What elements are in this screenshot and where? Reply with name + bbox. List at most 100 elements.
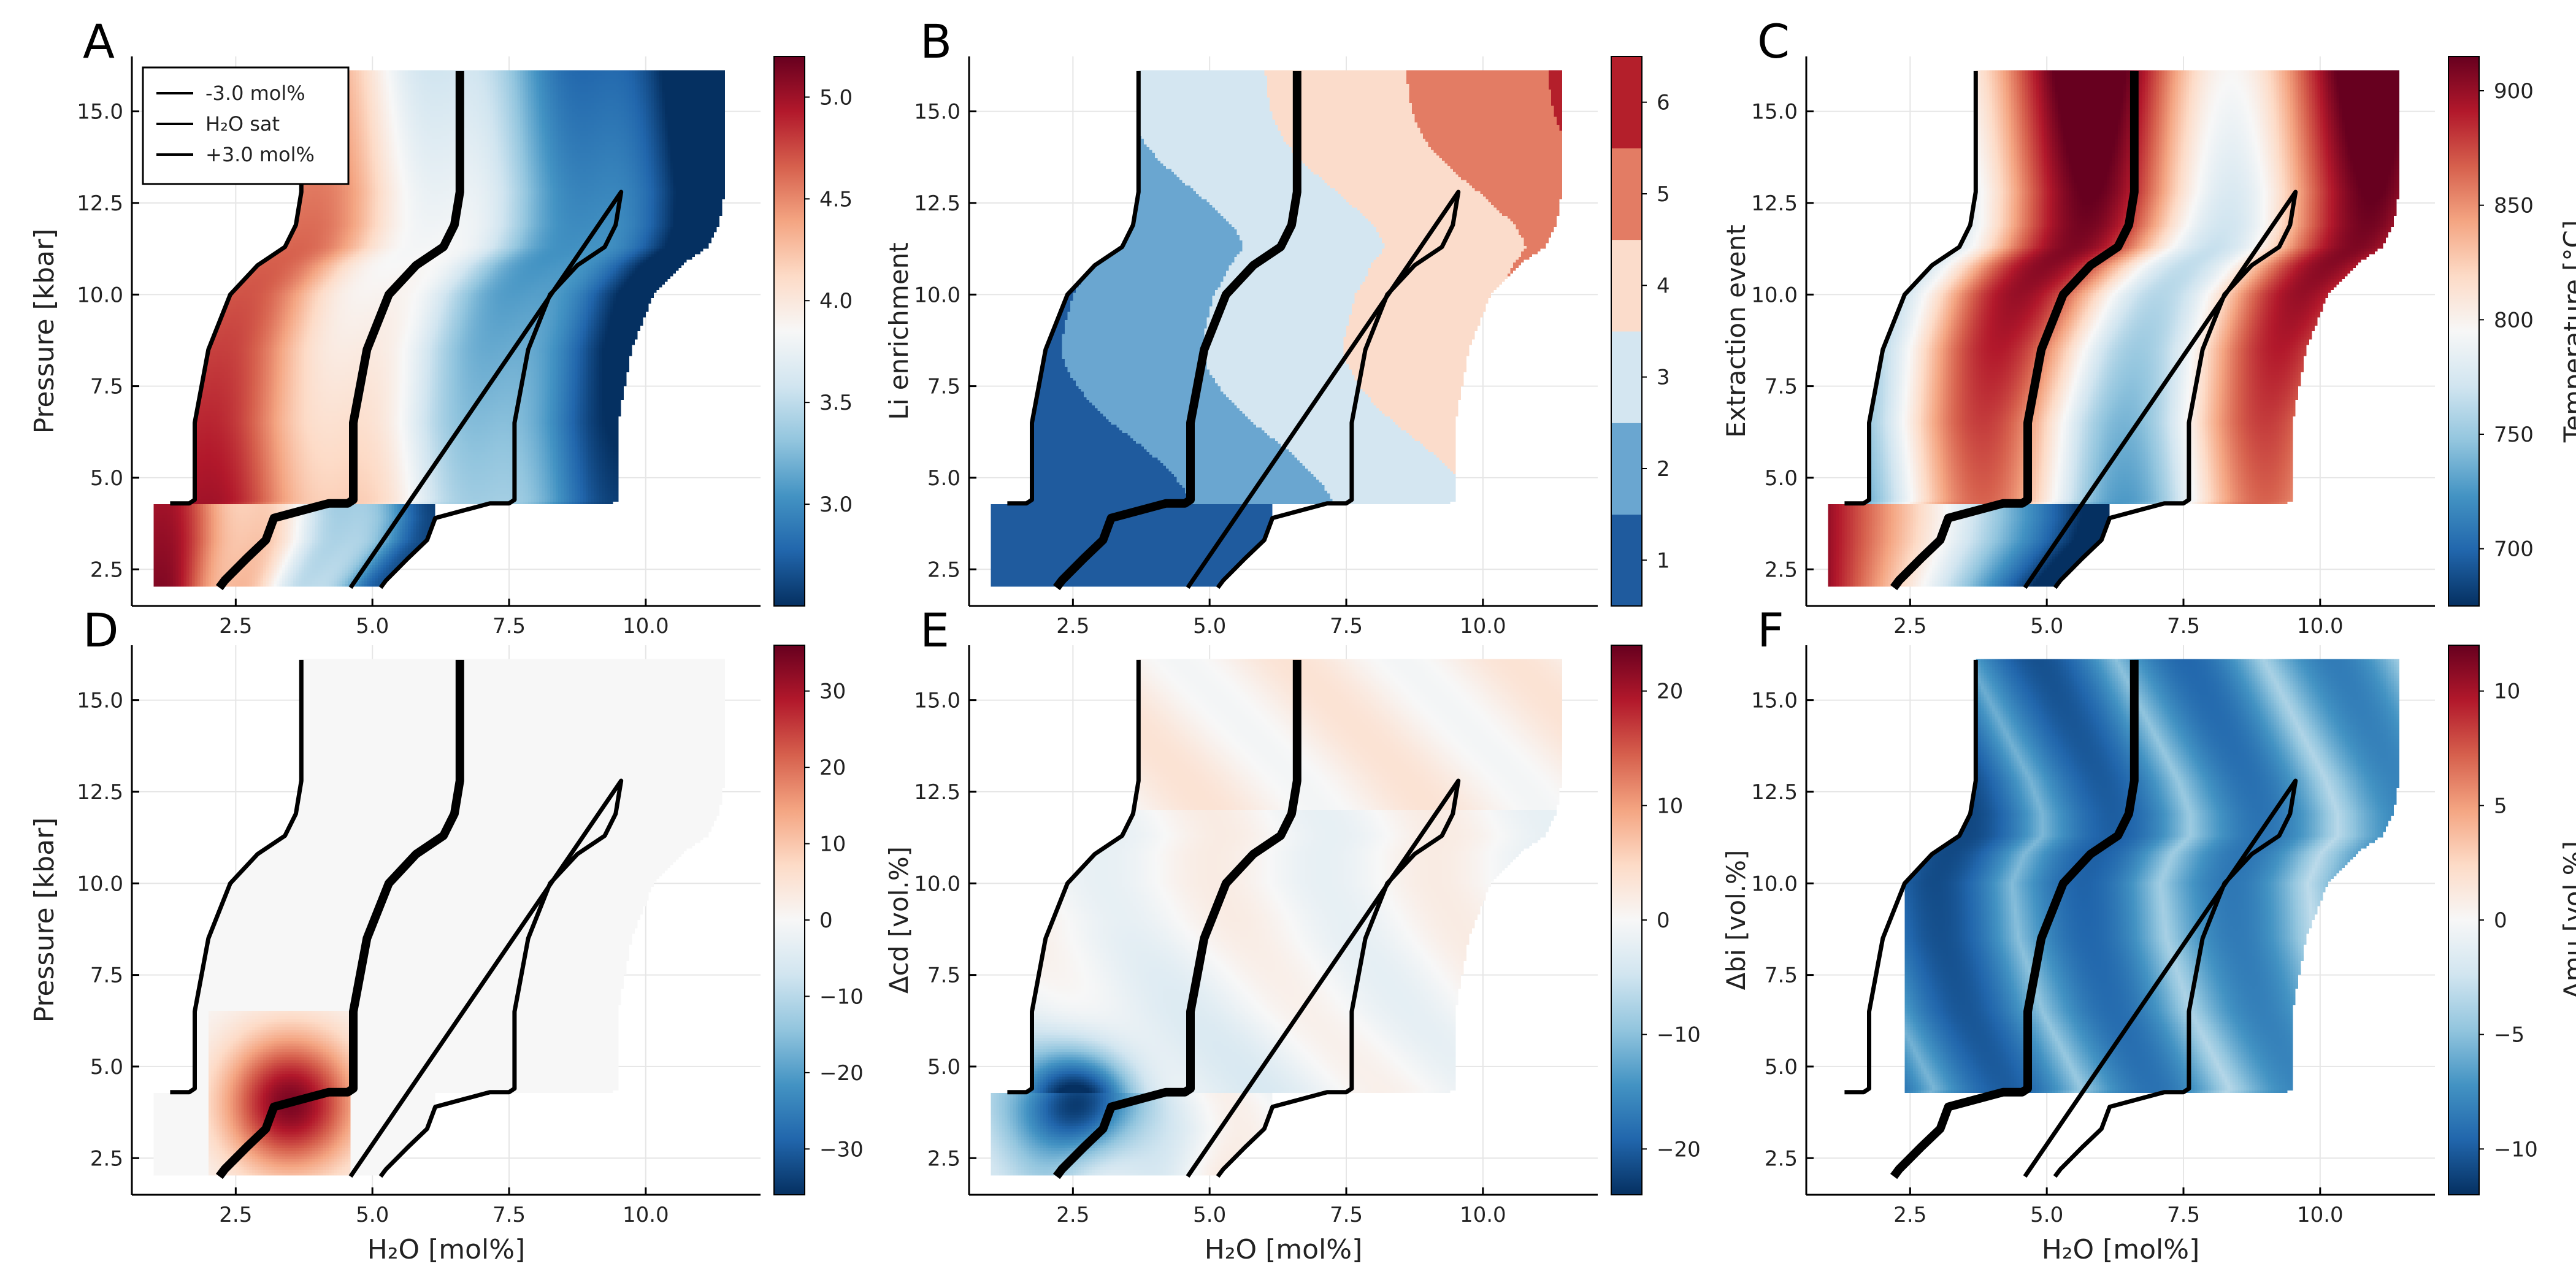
colorbar-step	[1611, 239, 1642, 332]
colorbar-tick-label: 800	[2494, 308, 2534, 332]
panel-C: 2.5 5.0 7.5 10.0 2.5 5.0 7.5 10.0 12.5 15.0 C 700 75…	[1751, 14, 2576, 638]
colorbar-tick-label: 10	[819, 832, 846, 857]
y-tick-label: 2.5	[90, 1146, 123, 1171]
x-tick-label: 2.5	[1893, 614, 1926, 638]
colorbar-tick-label: −20	[1657, 1137, 1701, 1162]
x-tick-label: 10.0	[2297, 614, 2344, 638]
colorbar-gradient	[1611, 645, 1642, 1195]
colorbar-tick-label: 0	[2494, 908, 2507, 933]
colorbar-tick-label: −10	[819, 984, 864, 1009]
colorbar-label: Δbi [vol.%]	[1721, 850, 1751, 991]
panel-D: 2.5 5.0 7.5 10.0 2.5 5.0 7.5 10.0 12.5 15.0 D H₂O […	[29, 603, 914, 1265]
panel-E: 2.5 5.0 7.5 10.0 2.5 5.0 7.5 10.0 12.5 15.0 E H₂O […	[914, 603, 1751, 1265]
legend-entry: H₂O sat	[205, 112, 280, 136]
x-tick-label: 10.0	[2297, 1203, 2344, 1227]
boundary-lines	[1844, 71, 2298, 591]
colorbar-gradient	[774, 645, 805, 1195]
colorbar-tick-label: 10	[1657, 794, 1683, 818]
colorbar-frame	[1611, 56, 1643, 607]
colorbar-tick-label: 700	[2494, 537, 2534, 562]
panel-B: 2.5 5.0 7.5 10.0 2.5 5.0 7.5 10.0 12.5 15.0 B 1 2 3 4 5…	[914, 14, 1751, 638]
y-tick-label: 10.0	[914, 872, 960, 896]
colorbar-label: Extraction event	[1721, 224, 1751, 437]
colorbar-label: Δcd [vol.%]	[884, 846, 914, 994]
y-tick-label: 2.5	[1765, 558, 1798, 582]
y-tick-label: 2.5	[927, 558, 960, 582]
x-tick-label: 5.0	[1193, 614, 1226, 638]
y-tick-label: 10.0	[914, 283, 960, 307]
y-tick-label: 15.0	[77, 689, 123, 713]
y-axis-label: Pressure [kbar]	[29, 229, 60, 434]
line-minus3	[1844, 659, 1978, 1095]
line-h2o-sat	[1890, 659, 2139, 1179]
panel-letter: F	[1757, 603, 1784, 657]
colorbar-frame	[773, 56, 805, 607]
colorbar-label: Li enrichment	[884, 242, 914, 420]
y-tick-label: 15.0	[1751, 689, 1798, 713]
y-tick-label: 7.5	[90, 375, 123, 399]
x-tick-label: 5.0	[1193, 1203, 1226, 1227]
colorbar: 700 750 800 850 900 Temperature [°C]	[2448, 56, 2576, 607]
boundary-lines	[1007, 659, 1461, 1179]
colorbar-tick-label: 5	[1657, 182, 1670, 207]
x-tick-label: 5.0	[356, 614, 389, 638]
line-h2o-sat	[1052, 659, 1301, 1179]
panel-letter: B	[920, 14, 952, 69]
colorbar-gradient	[2448, 56, 2479, 606]
line-plus3	[1186, 190, 1461, 589]
line-minus3	[1844, 71, 1978, 506]
y-tick-label: 5.0	[90, 466, 123, 491]
colorbar-tick-label: 0	[819, 908, 833, 933]
y-tick-label: 2.5	[1765, 1146, 1798, 1171]
y-axis-label: Pressure [kbar]	[29, 818, 60, 1023]
line-plus3	[1186, 778, 1461, 1178]
line-minus3	[170, 71, 304, 506]
legend-box	[142, 66, 350, 185]
line-h2o-sat	[215, 71, 464, 591]
line-minus3	[1007, 71, 1141, 506]
y-tick-label: 15.0	[914, 100, 960, 125]
x-tick-label: 5.0	[2030, 614, 2063, 638]
colorbar-tick-label: 3.5	[819, 391, 853, 415]
y-tick-label: 15.0	[1751, 100, 1798, 125]
x-tick-label: 2.5	[1056, 614, 1089, 638]
colorbar-label: Δmu [vol.%]	[2558, 841, 2576, 999]
panel-letter: E	[920, 603, 949, 657]
colorbar-step	[1611, 514, 1642, 607]
panel-letter: D	[83, 603, 119, 657]
y-tick-label: 12.5	[77, 780, 123, 805]
boundary-lines	[1844, 659, 2298, 1179]
colorbar-tick-label: 900	[2494, 79, 2534, 104]
colorbar-label: Temperature [°C]	[2558, 220, 2576, 443]
line-minus3	[170, 659, 304, 1095]
y-tick-label: 12.5	[1751, 191, 1798, 216]
panel-letter: C	[1757, 14, 1790, 69]
heatmap-field	[1806, 56, 2435, 606]
colorbar-tick-label: 750	[2494, 423, 2534, 447]
colorbar: 1 2 3 4 5 6 Extraction event	[1611, 56, 1751, 607]
colorbar-tick-label: 3	[1657, 366, 1670, 390]
x-tick-label: 7.5	[493, 1203, 526, 1227]
legend-entry: +3.0 mol%	[205, 143, 315, 166]
x-tick-label: 7.5	[2167, 614, 2200, 638]
line-h2o-sat	[215, 659, 464, 1179]
y-tick-label: 12.5	[1751, 780, 1798, 805]
y-tick-label: 10.0	[1751, 283, 1798, 307]
colorbar-tick-label: 5	[2494, 794, 2507, 818]
x-tick-label: 10.0	[1460, 614, 1506, 638]
y-tick-label: 5.0	[1765, 1055, 1798, 1079]
colorbar-tick-label: −20	[819, 1061, 864, 1086]
x-tick-label: 7.5	[1330, 614, 1363, 638]
panels: 2.5 5.0 7.5 10.02.55.07.510.012.515.0APress…	[29, 14, 2576, 1265]
x-tick-label: 2.5	[1893, 1203, 1926, 1227]
colorbar-step	[1611, 331, 1642, 423]
line-plus3	[348, 190, 624, 589]
y-tick-label: 10.0	[77, 283, 123, 307]
x-tick-label: 10.0	[623, 1203, 669, 1227]
line-h2o-sat	[1052, 71, 1301, 591]
colorbar-gradient	[774, 56, 805, 606]
y-tick-label: 10.0	[1751, 872, 1798, 896]
colorbar-tick-label: 0	[1657, 908, 1670, 933]
line-plus3	[348, 778, 624, 1178]
legend-entry: -3.0 mol%	[205, 82, 305, 105]
